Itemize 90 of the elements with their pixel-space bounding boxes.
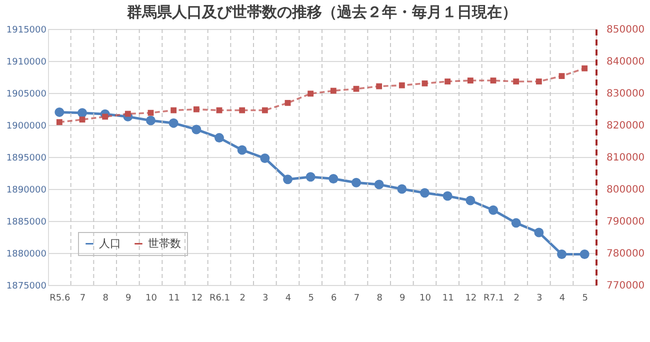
x-tick-label: 4 [559, 294, 566, 304]
point [124, 110, 131, 117]
point [78, 108, 87, 118]
point [558, 73, 565, 79]
x-tick-label: R7.1 [483, 294, 504, 304]
y2-tick-label: 770000 [606, 280, 645, 292]
y2-tick-label: 810000 [606, 152, 645, 164]
point [328, 174, 338, 184]
x-tick-label: R6.1 [209, 294, 230, 304]
x-tick-label: 2 [240, 294, 246, 304]
point [214, 133, 224, 143]
point [467, 78, 474, 84]
point [557, 250, 566, 260]
point [283, 174, 292, 184]
x-tick-label: 9 [126, 294, 132, 304]
x-tick-label: 11 [168, 294, 180, 304]
point [582, 65, 588, 72]
y-tick-label: 1915000 [6, 26, 47, 36]
point [420, 188, 430, 198]
y-tick-label: 1875000 [6, 282, 47, 292]
x-tick-label: 10 [420, 294, 432, 304]
x-tick-label: 3 [536, 294, 542, 304]
point [444, 78, 451, 84]
y2-tick-label: 780000 [606, 248, 645, 260]
y-tick-label: 1880000 [6, 250, 47, 260]
x-tick-label: 4 [285, 294, 292, 304]
y2-tick-label: 790000 [606, 216, 645, 228]
x-tick-label: 12 [465, 294, 477, 304]
legend-label: 世帯数 [148, 236, 181, 250]
point [442, 191, 452, 201]
x-tick-label: 9 [400, 294, 406, 304]
x-tick-label: 8 [102, 294, 109, 304]
point [352, 178, 361, 188]
point [102, 114, 108, 120]
point [374, 180, 384, 190]
chart-title: 群馬県人口及び世帯数の推移（過去２年・毎月１日現在） [126, 3, 517, 21]
x-tick-label: 12 [191, 294, 203, 304]
point [56, 119, 62, 126]
point [398, 82, 405, 88]
point [330, 88, 336, 94]
x-tick-label: R5.6 [50, 294, 70, 304]
x-tick-label: 7 [354, 294, 360, 304]
y-tick-label: 1885000 [6, 218, 47, 228]
y2-tick-label: 800000 [606, 184, 645, 196]
y2-tick-label: 820000 [606, 120, 645, 132]
x-tick-label: 11 [442, 294, 454, 304]
point [513, 78, 520, 84]
point [534, 228, 544, 238]
y2-tick-label: 850000 [606, 24, 645, 36]
y-tick-label: 1910000 [6, 58, 47, 68]
point [262, 107, 268, 114]
point [239, 107, 246, 114]
y-tick-label: 1900000 [6, 122, 47, 132]
y2-tick-label: 840000 [606, 56, 645, 68]
x-tick-label: 5 [308, 294, 314, 304]
point [397, 184, 407, 194]
point [260, 154, 270, 164]
x-tick-label: 3 [262, 294, 268, 304]
point [54, 107, 64, 117]
point [353, 86, 360, 92]
point [376, 83, 382, 90]
point [536, 78, 542, 84]
point [308, 90, 314, 97]
point [306, 172, 316, 182]
point [422, 80, 428, 86]
point [237, 145, 247, 155]
y-tick-label: 1890000 [6, 186, 47, 196]
legend-label: 人口 [99, 236, 121, 250]
point [146, 116, 156, 126]
point [488, 205, 498, 215]
point [490, 78, 496, 84]
point [170, 107, 177, 114]
point [168, 118, 178, 128]
point [148, 110, 154, 116]
y-tick-label: 1905000 [6, 90, 47, 100]
x-tick-label: 5 [582, 294, 588, 304]
point [193, 106, 200, 112]
point [466, 196, 476, 206]
x-tick-label: 2 [514, 294, 520, 304]
y2-tick-label: 830000 [606, 88, 645, 100]
x-tick-label: 10 [146, 294, 158, 304]
x-tick-label: 6 [331, 294, 338, 304]
point [79, 116, 86, 123]
y-tick-label: 1895000 [6, 154, 47, 164]
point [580, 250, 590, 260]
point [284, 100, 291, 106]
point [511, 218, 521, 228]
x-tick-label: 7 [80, 294, 86, 304]
point [192, 124, 202, 134]
x-tick-label: 8 [376, 294, 383, 304]
